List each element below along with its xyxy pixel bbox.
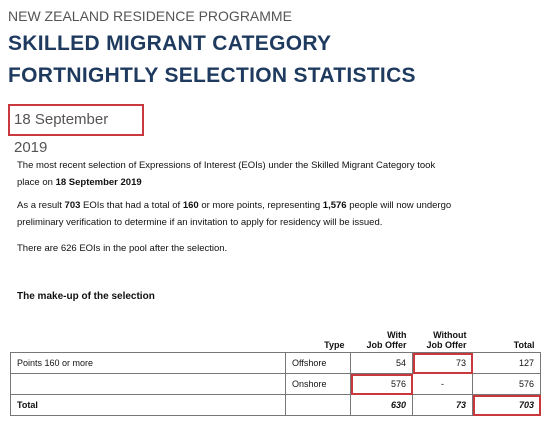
- header: With Job Offer: [351, 318, 413, 353]
- cell: 73: [412, 394, 473, 416]
- cell: Onshore: [285, 373, 351, 395]
- paragraph: As a result 703 EOIs that had a total of…: [17, 197, 457, 231]
- cell: -: [412, 373, 473, 395]
- cell: 54: [350, 352, 413, 374]
- row: Onshore 576 - 576: [10, 373, 541, 395]
- text-run: 160: [182, 200, 199, 211]
- table: Type With Job Offer Without Job Offer Tota…: [10, 318, 541, 416]
- table-title: The make-up of the selection: [17, 291, 155, 302]
- cell: [10, 373, 286, 395]
- cell: 630: [350, 394, 413, 416]
- header: Total: [473, 318, 541, 353]
- header-line: Job Offer: [366, 340, 407, 350]
- header-line: Without: [433, 330, 467, 340]
- header: Without Job Offer: [413, 318, 473, 353]
- text-run: 1,576: [322, 200, 347, 211]
- cell: 127: [472, 352, 541, 374]
- header: Type: [286, 318, 351, 353]
- cell: [285, 394, 351, 416]
- text-run: 18 September 2019: [55, 177, 142, 188]
- header: [11, 318, 286, 353]
- text-run: EOIs that had a total of: [80, 200, 183, 211]
- text-run: 703: [64, 200, 81, 211]
- cell: 703: [472, 394, 541, 416]
- text-run: There are 626 EOIs in the pool after the…: [17, 243, 228, 254]
- cell: Total: [10, 394, 286, 416]
- text-run: or more points, representing: [198, 200, 323, 211]
- cell: 576: [472, 373, 541, 395]
- cell: Offshore: [285, 352, 351, 374]
- header-line: Type: [324, 340, 345, 350]
- paragraph: There are 626 EOIs in the pool after the…: [17, 240, 457, 257]
- row: Points 160 or more Offshore 54 73 127: [10, 352, 541, 374]
- cell: 576: [350, 373, 413, 395]
- date: 18 September 2019: [8, 104, 144, 156]
- header-line: Job Offer: [426, 340, 467, 350]
- title: FORTNIGHTLY SELECTION STATISTICS: [8, 64, 416, 87]
- row: Total 630 73 703: [10, 394, 541, 416]
- paragraph: The most recent selection of Expressions…: [17, 157, 457, 191]
- text-run: As a result: [17, 200, 65, 211]
- cell: 73: [412, 352, 473, 374]
- text-run: people will now undergo preliminary veri…: [17, 200, 452, 228]
- text-run: The most recent selection of Expressions…: [17, 160, 436, 188]
- header-row: Type With Job Offer Without Job Offer Tota…: [11, 318, 541, 353]
- title: SKILLED MIGRANT CATEGORY: [8, 32, 332, 55]
- header-line: With: [387, 330, 407, 340]
- programme: NEW ZEALAND RESIDENCE PROGRAMME: [8, 8, 292, 24]
- header-line: Total: [513, 340, 535, 350]
- cell: Points 160 or more: [10, 352, 286, 374]
